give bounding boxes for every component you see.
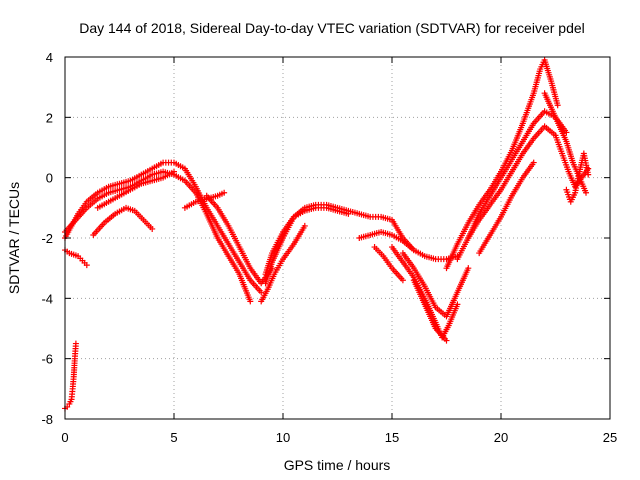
- data-point: [443, 337, 450, 344]
- series-arc-morning-a: [62, 159, 265, 296]
- series-arc-morning-c: [90, 204, 156, 238]
- y-tick-label: 2: [46, 110, 53, 125]
- data-point: [583, 189, 590, 196]
- x-tick-label: 20: [494, 430, 508, 445]
- data-points: [62, 57, 592, 412]
- data-point: [171, 168, 177, 175]
- y-tick-label: -6: [41, 352, 53, 367]
- data-point: [399, 277, 406, 284]
- plot-frame: [64, 56, 611, 420]
- y-tick-label: -2: [41, 231, 53, 246]
- data-point: [221, 189, 228, 196]
- y-tick-label: 4: [46, 50, 53, 65]
- data-point: [258, 289, 265, 296]
- series-arc-evening-dip-c: [410, 277, 450, 344]
- series-arc-evening-rise-d: [476, 159, 537, 257]
- data-point: [465, 265, 472, 272]
- data-point: [585, 171, 592, 178]
- data-point: [563, 129, 570, 136]
- x-tick-label: 5: [170, 430, 177, 445]
- y-tick-label: -4: [41, 291, 53, 306]
- series-arc-evening-rise-a: [443, 57, 561, 272]
- series-arc-morning-b: [62, 168, 254, 305]
- y-tick-label: 0: [46, 171, 53, 186]
- data-point: [149, 225, 156, 232]
- series-arc-late-b: [552, 132, 592, 190]
- data-point: [83, 262, 90, 269]
- x-tick-label: 15: [385, 430, 399, 445]
- series-arc-afternoon-c: [258, 222, 308, 305]
- series-arc-evening-dip-b: [399, 250, 472, 320]
- series-arc-late-a: [541, 90, 590, 196]
- x-axis-label: GPS time / hours: [284, 457, 391, 473]
- data-point: [454, 301, 461, 308]
- y-tick-label: -8: [41, 412, 53, 427]
- data-point: [301, 222, 308, 229]
- chart-title: Day 144 of 2018, Sidereal Day-to-day VTE…: [79, 20, 585, 36]
- data-point: [72, 340, 79, 347]
- series-arc-afternoon-b: [262, 204, 352, 278]
- y-axis-label: SDTVAR / TECUs: [6, 182, 22, 294]
- series-arc-evening-rise-c: [465, 123, 559, 241]
- x-tick-label: 10: [276, 430, 290, 445]
- data-point: [247, 298, 254, 305]
- data-point: [554, 102, 561, 109]
- series-arc-early-low: [62, 247, 90, 269]
- series-arc-afternoon-e: [371, 244, 406, 284]
- x-tick-label: 0: [61, 430, 68, 445]
- series-arc-midday-b: [203, 192, 276, 287]
- x-tick-label: 25: [603, 430, 617, 445]
- series-arc-morning-d: [94, 168, 177, 211]
- series-arc-late-c: [563, 150, 592, 205]
- axis-ticks: 0 5 10 15 20 25 -8 -6 -4 -2 0 2 4: [41, 50, 617, 445]
- series-arc-afternoon-a: [262, 201, 417, 287]
- series-arc-early-spike: [62, 340, 79, 412]
- grid-lines: [65, 57, 610, 419]
- data-point: [345, 210, 352, 217]
- data-point: [530, 159, 537, 166]
